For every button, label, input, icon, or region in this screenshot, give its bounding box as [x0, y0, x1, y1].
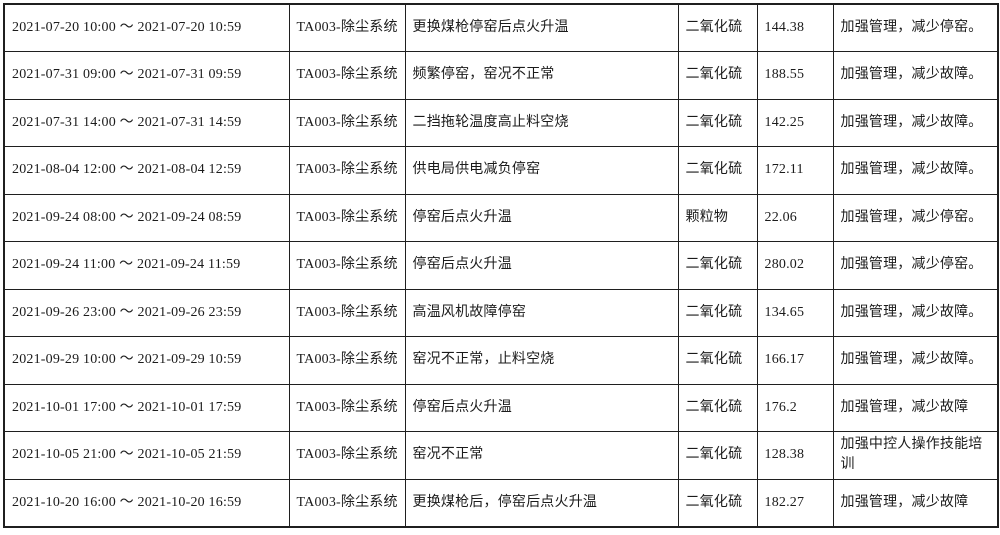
cause-cell: 停窑后点火升温 [404, 241, 679, 290]
table-row: 2021-07-20 10:00 ～ 2021-07-20 10:59 TA00… [3, 3, 999, 52]
system-cell: TA003-除尘系统 [288, 98, 406, 147]
system-cell: TA003-除尘系统 [288, 478, 406, 527]
value-cell: 166.17 [756, 336, 834, 385]
time-range-cell: 2021-09-24 08:00 ～ 2021-09-24 08:59 [3, 193, 290, 242]
measure-cell: 加强管理，减少停窑。 [832, 241, 999, 290]
system-cell: TA003-除尘系统 [288, 383, 406, 432]
system-cell: TA003-除尘系统 [288, 3, 406, 52]
cause-cell: 二挡拖轮温度高止料空烧 [404, 98, 679, 147]
measure-cell: 加强管理，减少故障。 [832, 51, 999, 100]
time-range-cell: 2021-09-26 23:00 ～ 2021-09-26 23:59 [3, 288, 290, 337]
measure-cell: 加强管理，减少故障。 [832, 336, 999, 385]
value-cell: 134.65 [756, 288, 834, 337]
time-range-cell: 2021-10-20 16:00 ～ 2021-10-20 16:59 [3, 478, 290, 527]
pollutant-cell: 二氧化硫 [677, 98, 758, 147]
table-row: 2021-09-29 10:00 ～ 2021-09-29 10:59 TA00… [3, 336, 999, 385]
value-cell: 176.2 [756, 383, 834, 432]
measure-cell: 加强管理，减少停窑。 [832, 3, 999, 52]
pollutant-cell: 二氧化硫 [677, 431, 758, 480]
table-row: 2021-10-01 17:00 ～ 2021-10-01 17:59 TA00… [3, 383, 999, 432]
measure-cell: 加强管理，减少故障。 [832, 288, 999, 337]
measure-cell: 加强管理，减少停窑。 [832, 193, 999, 242]
incident-table-body: 2021-07-20 10:00 ～ 2021-07-20 10:59 TA00… [3, 3, 999, 527]
cause-cell: 更换煤枪停窑后点火升温 [404, 3, 679, 52]
value-cell: 172.11 [756, 146, 834, 195]
pollutant-cell: 二氧化硫 [677, 383, 758, 432]
pollutant-cell: 颗粒物 [677, 193, 758, 242]
cause-cell: 停窑后点火升温 [404, 383, 679, 432]
pollutant-cell: 二氧化硫 [677, 146, 758, 195]
cause-cell: 停窑后点火升温 [404, 193, 679, 242]
system-cell: TA003-除尘系统 [288, 288, 406, 337]
value-cell: 22.06 [756, 193, 834, 242]
system-cell: TA003-除尘系统 [288, 336, 406, 385]
table-row: 2021-10-20 16:00 ～ 2021-10-20 16:59 TA00… [3, 478, 999, 527]
time-range-cell: 2021-07-31 14:00 ～ 2021-07-31 14:59 [3, 98, 290, 147]
measure-cell: 加强中控人操作技能培训 [832, 431, 999, 480]
table-row: 2021-09-26 23:00 ～ 2021-09-26 23:59 TA00… [3, 288, 999, 337]
cause-cell: 更换煤枪后，停窑后点火升温 [404, 478, 679, 527]
value-cell: 188.55 [756, 51, 834, 100]
measure-cell: 加强管理，减少故障。 [832, 98, 999, 147]
cause-cell: 窑况不正常 [404, 431, 679, 480]
system-cell: TA003-除尘系统 [288, 51, 406, 100]
value-cell: 144.38 [756, 3, 834, 52]
table-row: 2021-07-31 09:00 ～ 2021-07-31 09:59 TA00… [3, 51, 999, 100]
time-range-cell: 2021-10-05 21:00 ～ 2021-10-05 21:59 [3, 431, 290, 480]
emission-incident-table: 2021-07-20 10:00 ～ 2021-07-20 10:59 TA00… [3, 3, 999, 528]
cause-cell: 供电局供电减负停窑 [404, 146, 679, 195]
pollutant-cell: 二氧化硫 [677, 288, 758, 337]
pollutant-cell: 二氧化硫 [677, 478, 758, 527]
time-range-cell: 2021-07-20 10:00 ～ 2021-07-20 10:59 [3, 3, 290, 52]
time-range-cell: 2021-09-24 11:00 ～ 2021-09-24 11:59 [3, 241, 290, 290]
value-cell: 128.38 [756, 431, 834, 480]
value-cell: 280.02 [756, 241, 834, 290]
time-range-cell: 2021-08-04 12:00 ～ 2021-08-04 12:59 [3, 146, 290, 195]
time-range-cell: 2021-07-31 09:00 ～ 2021-07-31 09:59 [3, 51, 290, 100]
time-range-cell: 2021-10-01 17:00 ～ 2021-10-01 17:59 [3, 383, 290, 432]
table-row: 2021-07-31 14:00 ～ 2021-07-31 14:59 TA00… [3, 98, 999, 147]
table-row: 2021-08-04 12:00 ～ 2021-08-04 12:59 TA00… [3, 146, 999, 195]
time-range-cell: 2021-09-29 10:00 ～ 2021-09-29 10:59 [3, 336, 290, 385]
pollutant-cell: 二氧化硫 [677, 336, 758, 385]
measure-cell: 加强管理，减少故障 [832, 383, 999, 432]
pollutant-cell: 二氧化硫 [677, 51, 758, 100]
system-cell: TA003-除尘系统 [288, 431, 406, 480]
system-cell: TA003-除尘系统 [288, 146, 406, 195]
pollutant-cell: 二氧化硫 [677, 241, 758, 290]
table-row: 2021-09-24 08:00 ～ 2021-09-24 08:59 TA00… [3, 193, 999, 242]
system-cell: TA003-除尘系统 [288, 193, 406, 242]
value-cell: 182.27 [756, 478, 834, 527]
measure-cell: 加强管理，减少故障。 [832, 146, 999, 195]
table-row: 2021-10-05 21:00 ～ 2021-10-05 21:59 TA00… [3, 431, 999, 480]
table-row: 2021-09-24 11:00 ～ 2021-09-24 11:59 TA00… [3, 241, 999, 290]
value-cell: 142.25 [756, 98, 834, 147]
cause-cell: 频繁停窑，窑况不正常 [404, 51, 679, 100]
pollutant-cell: 二氧化硫 [677, 3, 758, 52]
cause-cell: 窑况不正常，止料空烧 [404, 336, 679, 385]
system-cell: TA003-除尘系统 [288, 241, 406, 290]
measure-cell: 加强管理，减少故障 [832, 478, 999, 527]
cause-cell: 高温风机故障停窑 [404, 288, 679, 337]
